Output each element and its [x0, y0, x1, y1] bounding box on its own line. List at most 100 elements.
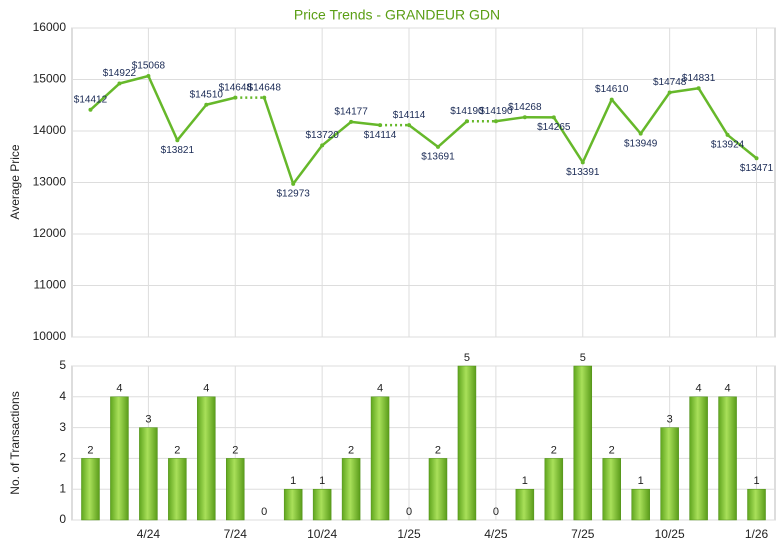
line-segment [408, 124, 439, 148]
value-label: $13720 [305, 130, 339, 141]
point [464, 119, 469, 124]
bar-label: 4 [116, 383, 122, 395]
bar-label: 4 [696, 383, 702, 395]
bar-label: 0 [261, 506, 267, 518]
bar-label: 1 [638, 475, 644, 487]
y-tick-label: 15000 [33, 72, 67, 86]
point [667, 90, 672, 95]
bar-label: 2 [609, 444, 615, 456]
bar [139, 427, 158, 521]
bar-label: 4 [203, 383, 209, 395]
point [291, 181, 296, 186]
value-label: $14177 [334, 107, 368, 118]
bar [515, 488, 535, 521]
value-label: $13924 [711, 140, 745, 151]
value-label: $13949 [624, 138, 658, 149]
bar-label: 4 [725, 383, 731, 395]
value-label: $14114 [364, 130, 397, 141]
bar-label: 2 [87, 444, 93, 456]
y-tick-label: 12000 [33, 226, 67, 240]
bar [197, 396, 216, 521]
point [580, 160, 585, 165]
point [146, 73, 151, 78]
value-label: $13821 [161, 145, 195, 156]
bar [226, 458, 245, 521]
bar [81, 458, 100, 521]
bar [283, 488, 303, 521]
point [117, 81, 122, 86]
bar-label: 3 [667, 414, 673, 426]
point [378, 123, 383, 128]
line-segment [263, 97, 295, 185]
bar-label: 1 [290, 475, 296, 487]
plot-area [71, 365, 776, 521]
bar [168, 458, 187, 521]
bar [660, 427, 679, 521]
x-tick-label: 10/24 [307, 527, 337, 541]
y-tick-label: 11000 [34, 278, 67, 292]
bar-label: 5 [464, 352, 470, 364]
point [696, 86, 701, 91]
point [551, 115, 556, 120]
value-label: $14510 [190, 89, 224, 100]
bar-label: 3 [145, 414, 151, 426]
value-label: $14831 [682, 73, 716, 84]
bar-label: 2 [435, 444, 441, 456]
value-label: $14922 [103, 68, 137, 79]
bar [747, 488, 766, 521]
value-label: $13471 [740, 163, 774, 174]
bar-label: 2 [551, 444, 557, 456]
bar [689, 396, 708, 521]
line-segment [552, 116, 584, 164]
y-tick-label: 10000 [33, 329, 67, 343]
line-segment [437, 120, 468, 148]
x-tick-label: 1/25 [397, 527, 421, 541]
point [320, 143, 325, 148]
line-segment [119, 74, 149, 85]
line-segment [697, 87, 729, 136]
line-segment [639, 91, 671, 135]
bar [602, 458, 621, 521]
y-tick-label: 5 [59, 358, 66, 372]
y-tick-label: 14000 [33, 123, 67, 137]
bar [544, 458, 564, 521]
bar [718, 396, 737, 521]
point [204, 102, 209, 107]
point [349, 119, 354, 124]
y-tick-label: 13000 [33, 175, 67, 189]
point [754, 156, 759, 161]
point [407, 123, 412, 128]
value-label: $15068 [132, 61, 166, 72]
bar [428, 458, 448, 521]
value-label: $14190 [479, 106, 513, 117]
bar [341, 458, 361, 521]
y-axis-label: No. of Transactions [8, 391, 22, 494]
line-segment [321, 120, 352, 147]
line-segment [610, 98, 642, 135]
value-label: $14265 [537, 122, 571, 133]
y-tick-label: 1 [59, 481, 66, 495]
bar [370, 396, 390, 521]
value-label: $14412 [74, 94, 108, 105]
chart-title: Price Trends - GRANDEUR GDN [294, 7, 500, 23]
point [522, 115, 527, 120]
line-segment [581, 99, 613, 163]
y-axis-label: Average Price [8, 144, 22, 219]
bar [312, 488, 332, 521]
point [262, 95, 267, 100]
bar-label: 4 [377, 383, 383, 395]
value-label: $14190 [450, 106, 484, 117]
value-label: $14748 [653, 77, 687, 88]
line-segment [726, 133, 758, 160]
line-segment [206, 96, 236, 106]
y-tick-label: 0 [59, 512, 66, 526]
bar-label: 1 [753, 475, 759, 487]
value-label: $14610 [595, 84, 629, 95]
bar-label: 0 [406, 506, 412, 518]
bar-label: 0 [493, 506, 499, 518]
point [609, 97, 614, 102]
x-tick-label: 4/25 [484, 527, 508, 541]
bar-label: 2 [348, 444, 354, 456]
bar-label: 1 [319, 475, 325, 487]
x-tick-label: 7/25 [571, 527, 595, 541]
